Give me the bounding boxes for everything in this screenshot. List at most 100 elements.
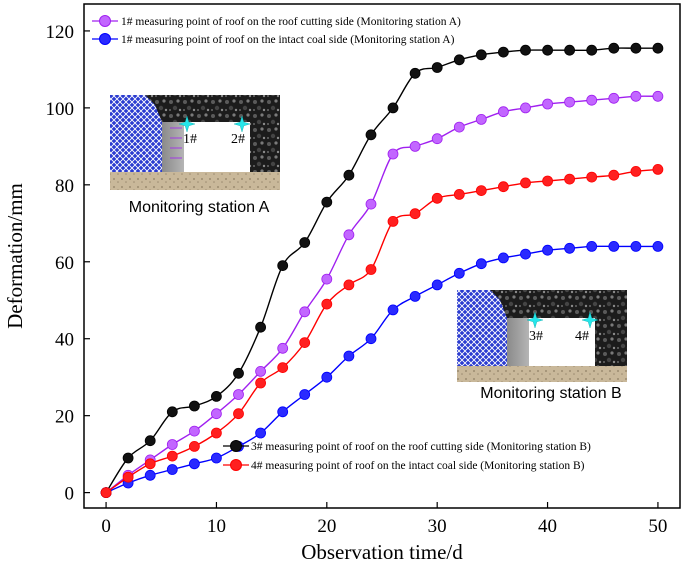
- data-point-s3-7: [255, 321, 267, 333]
- data-point-s4-3: [166, 450, 178, 462]
- data-point-s4-20: [542, 175, 553, 187]
- data-point-s3-6: [233, 367, 244, 379]
- y-tick-label: 0: [65, 484, 75, 505]
- data-point-s3-9: [299, 237, 311, 248]
- x-tick-label: 20: [317, 516, 336, 537]
- inset-a-caption: Monitoring station A: [129, 199, 270, 216]
- legend-marker-black: [230, 440, 242, 452]
- plot-frame: [83, 3, 681, 509]
- data-point-s2-5: [210, 452, 222, 464]
- legend-label-4: 4# measuring point of roof on the intact…: [251, 460, 585, 472]
- data-point-s1-25: [652, 90, 664, 102]
- y-tick-label: 120: [46, 22, 75, 43]
- data-point-s3-10: [321, 196, 333, 208]
- x-axis-title: Observation time/d: [301, 540, 463, 564]
- data-point-s4-2: [144, 458, 156, 470]
- data-point-s2-3: [166, 464, 178, 475]
- data-point-s2-11: [343, 350, 355, 362]
- data-point-s1-18: [497, 106, 509, 118]
- data-point-s3-4: [188, 400, 200, 412]
- inset-b-left-label: 3#: [529, 329, 543, 344]
- data-point-s1-21: [564, 96, 575, 108]
- y-tick-label: 40: [55, 330, 74, 351]
- data-point-s4-16: [453, 188, 465, 200]
- legend-marker-purple: [99, 15, 111, 27]
- data-point-s2-23: [608, 240, 620, 252]
- data-point-s1-23: [608, 92, 620, 104]
- data-point-s2-16: [453, 267, 465, 279]
- data-point-s1-15: [431, 133, 443, 145]
- data-point-s4-13: [387, 215, 399, 227]
- data-point-s2-18: [497, 252, 509, 264]
- data-point-s2-14: [409, 290, 421, 302]
- inset-a-right-label: 2#: [231, 132, 245, 147]
- data-point-s1-8: [277, 342, 289, 354]
- inset-b-caption: Monitoring station B: [480, 385, 621, 402]
- data-point-s3-21: [564, 44, 575, 56]
- data-point-s3-20: [542, 44, 553, 56]
- series-layer: [100, 42, 664, 499]
- data-point-s4-14: [409, 208, 421, 220]
- y-tick-label: 60: [55, 253, 74, 274]
- data-point-s2-2: [144, 469, 156, 481]
- data-point-s3-25: [652, 42, 664, 54]
- legend-marker-blue: [99, 33, 111, 45]
- data-point-s1-16: [453, 121, 465, 133]
- data-point-s4-0: [100, 487, 112, 499]
- data-point-s1-7: [255, 365, 267, 377]
- data-point-s4-22: [586, 171, 598, 183]
- data-point-s1-5: [210, 408, 222, 420]
- data-point-s1-22: [586, 94, 598, 106]
- legend-top: 1# measuring point of roof on the roof c…: [92, 15, 461, 46]
- legend-label-1b: 1# measuring point of roof on the intact…: [121, 34, 455, 46]
- data-point-s3-24: [630, 42, 642, 54]
- data-point-s1-11: [343, 229, 355, 241]
- data-point-s1-24: [630, 90, 642, 102]
- inset-b-right-label: 4#: [575, 329, 589, 344]
- inset-a-left-label: 1#: [183, 132, 197, 147]
- data-point-s4-21: [564, 173, 575, 185]
- data-point-s1-20: [542, 98, 553, 110]
- legend-label-1a: 1# measuring point of roof on the roof c…: [121, 16, 461, 28]
- data-point-s1-17: [475, 114, 487, 125]
- data-point-s4-19: [520, 177, 531, 189]
- data-point-s4-5: [210, 427, 222, 439]
- data-point-s3-2: [144, 435, 156, 447]
- data-point-s2-8: [277, 406, 289, 418]
- inset-station-a: 1# 2# Monitoring station A: [110, 95, 280, 216]
- legend-bottom: 3# measuring point of roof on the roof c…: [223, 440, 591, 472]
- y-tick-label: 20: [55, 407, 74, 428]
- data-point-s1-12: [365, 198, 377, 210]
- data-point-s2-17: [475, 258, 487, 270]
- data-point-s2-9: [299, 389, 311, 400]
- x-tick-label: 0: [101, 516, 111, 537]
- legend-label-3: 3# measuring point of roof on the roof c…: [251, 441, 591, 453]
- data-point-s3-14: [409, 67, 421, 79]
- data-point-s3-16: [453, 54, 465, 66]
- data-point-s2-24: [630, 240, 642, 252]
- data-point-s4-12: [365, 264, 377, 275]
- data-point-s2-22: [586, 240, 598, 252]
- x-tick-label: 50: [648, 516, 667, 537]
- data-point-s4-23: [608, 169, 620, 181]
- data-point-s2-19: [520, 248, 531, 260]
- data-point-s3-15: [431, 62, 443, 73]
- data-point-s3-17: [475, 49, 487, 61]
- data-point-s2-21: [564, 242, 575, 254]
- data-point-s3-1: [122, 452, 134, 464]
- axes: 0 10 20 30 40 50 0 20 40 60 80 100 120: [46, 22, 668, 537]
- data-point-s4-15: [431, 192, 443, 204]
- data-point-s3-3: [166, 406, 178, 418]
- data-point-s3-11: [343, 169, 355, 181]
- data-point-s1-14: [409, 140, 421, 152]
- data-point-s1-4: [188, 425, 200, 437]
- data-point-s2-25: [652, 240, 664, 252]
- data-point-s4-1: [122, 471, 134, 483]
- inset-station-b: 3# 4# Monitoring station B: [457, 290, 627, 402]
- data-point-s4-4: [188, 440, 200, 452]
- y-tick-label: 80: [55, 176, 74, 197]
- data-point-s1-6: [233, 389, 244, 400]
- data-point-s1-3: [166, 439, 178, 450]
- data-point-s2-12: [365, 333, 377, 345]
- x-tick-label: 40: [538, 516, 557, 537]
